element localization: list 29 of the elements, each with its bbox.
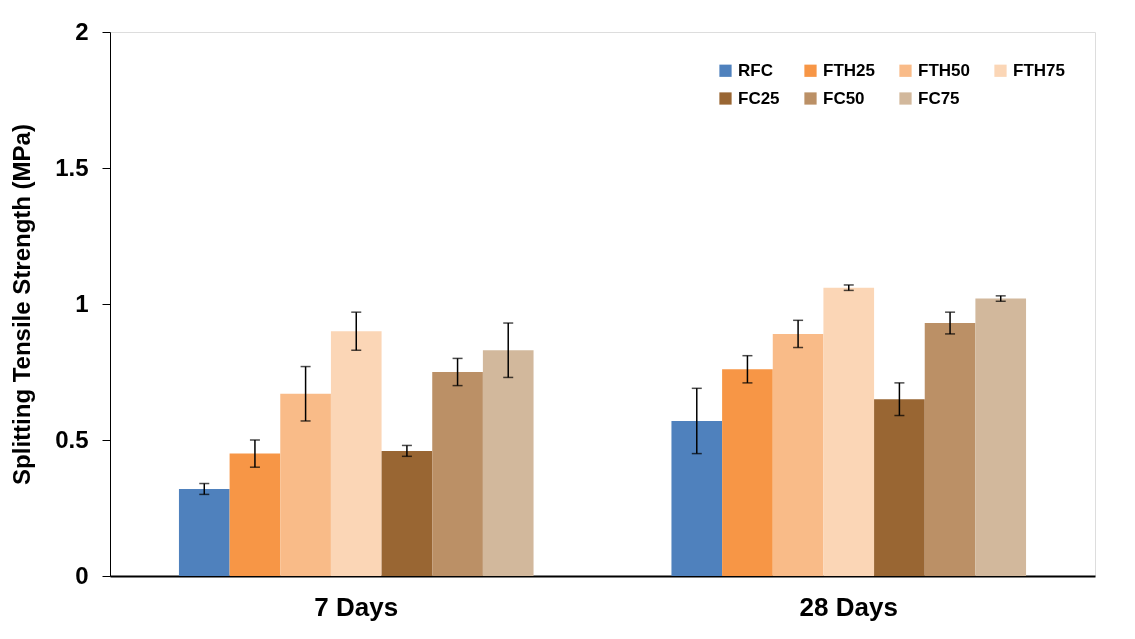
y-tick-label: 0 — [75, 561, 89, 589]
legend-label: FTH25 — [823, 60, 875, 80]
bar — [330, 331, 382, 576]
bar — [280, 393, 331, 576]
legend-label: FC75 — [918, 88, 960, 108]
y-axis-title: Splitting Tensile Strength (MPa) — [8, 124, 36, 485]
bar — [671, 420, 723, 576]
bar — [874, 399, 925, 576]
y-tick-label: 0.5 — [55, 425, 89, 453]
bar — [482, 350, 534, 576]
bar — [722, 369, 773, 576]
y-tick-label: 2 — [75, 17, 89, 45]
y-tick-label: 1.5 — [55, 153, 89, 181]
y-tick-label: 1 — [75, 289, 89, 317]
legend-label: FTH50 — [918, 60, 970, 80]
legend-label: FTH75 — [1013, 60, 1065, 80]
bar — [772, 333, 824, 576]
bar — [381, 450, 433, 576]
x-tick-label: 28 Days — [799, 591, 898, 622]
legend-label: FC25 — [738, 88, 780, 108]
bar — [432, 372, 483, 576]
legend-label: RFC — [738, 60, 773, 80]
bar — [975, 298, 1027, 576]
bar — [823, 287, 875, 576]
bar — [924, 323, 976, 576]
bar — [229, 453, 281, 576]
x-tick-label: 7 Days — [314, 591, 399, 622]
bar — [178, 488, 230, 576]
legend-label: FC50 — [823, 88, 865, 108]
